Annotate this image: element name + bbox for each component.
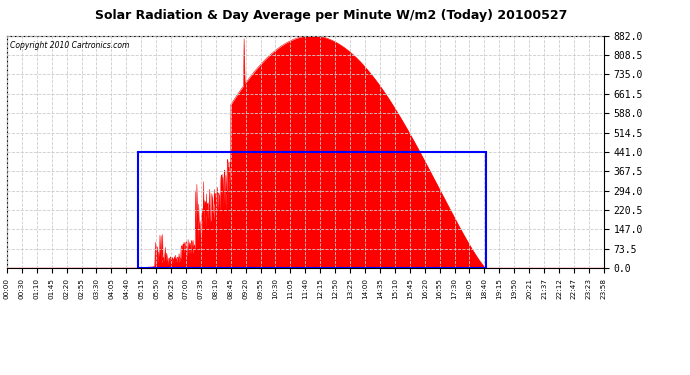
Text: Solar Radiation & Day Average per Minute W/m2 (Today) 20100527: Solar Radiation & Day Average per Minute… [95, 9, 567, 22]
Text: Copyright 2010 Cartronics.com: Copyright 2010 Cartronics.com [10, 42, 129, 51]
Bar [137, 152, 486, 268]
